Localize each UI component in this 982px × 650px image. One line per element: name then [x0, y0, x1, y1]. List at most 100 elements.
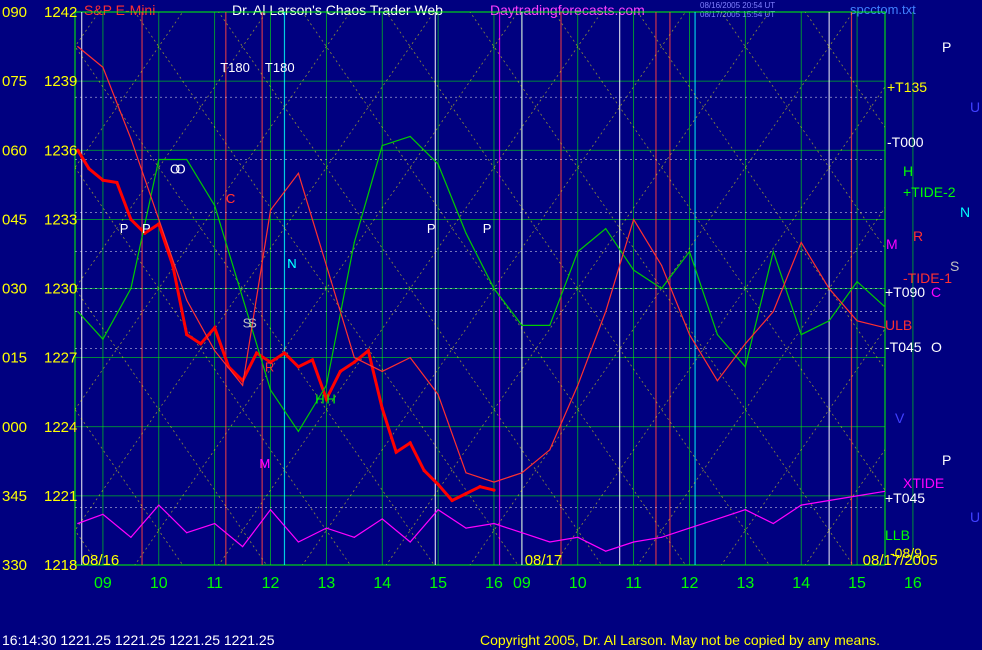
price-angle-label: 345 [2, 488, 27, 505]
series-point [521, 472, 523, 474]
series-point [353, 536, 355, 538]
file-name: spcctom.txt [850, 2, 916, 17]
chart-marker-label: P [483, 221, 492, 236]
price-tick-label: 1239 [44, 73, 77, 90]
series-point [186, 532, 188, 534]
series-point [605, 310, 607, 313]
series-point [129, 217, 133, 221]
series-point [297, 430, 300, 432]
chart-marker-label: M [259, 456, 270, 471]
series-point [214, 522, 216, 525]
series-layer [76, 45, 885, 552]
series-point [366, 349, 370, 353]
series-point [269, 209, 272, 211]
price-angle-label: 060 [2, 142, 27, 159]
gann-diagonal-line [75, 287, 268, 565]
hour-tick-label: 09 [513, 575, 531, 592]
chart-marker-label: P [427, 221, 436, 236]
series-point [828, 499, 830, 502]
series-point [325, 384, 327, 386]
series-point [605, 227, 607, 230]
series-point [158, 158, 160, 161]
price-angle-label: 090 [2, 4, 27, 21]
gann-diagonal-line [75, 166, 351, 565]
series-point [465, 232, 467, 234]
series-point [87, 167, 91, 171]
hour-tick-label: 12 [262, 575, 280, 592]
right-label: U [970, 99, 980, 115]
series-point [464, 491, 468, 496]
series-point [394, 450, 398, 454]
status-line: 16:14:30 1221.25 1221.25 1221.25 1221.25 [2, 632, 275, 648]
series-point [353, 241, 355, 244]
series-point [268, 360, 273, 364]
series-point [800, 333, 802, 336]
gann-diagonal-line [218, 12, 603, 565]
hour-tick-label: 16 [904, 575, 922, 592]
gann-diagonal-line [553, 12, 885, 491]
series-point [381, 145, 383, 147]
series-point [241, 297, 244, 299]
right-label: ULB [885, 317, 912, 333]
series-point [186, 299, 188, 301]
series-point [633, 541, 635, 543]
chart-marker-label: M [259, 456, 270, 471]
series-point [744, 343, 746, 345]
series-point [450, 498, 454, 503]
series-point [549, 541, 551, 543]
series-point [408, 441, 412, 445]
hour-tick-label: 14 [373, 575, 391, 592]
series-point [660, 264, 663, 267]
series-point [800, 241, 802, 244]
right-label: -T000 [887, 134, 924, 150]
series-point [297, 541, 300, 543]
price-tick-label: 1224 [44, 419, 77, 436]
series-point [465, 527, 467, 529]
series-point [310, 358, 315, 362]
series-point [493, 522, 495, 525]
site-link[interactable]: Daytradingforecasts.com [490, 2, 645, 18]
day-label: 08/17/2005 [863, 552, 938, 569]
series-point [660, 287, 663, 290]
series-point [186, 158, 188, 161]
gann-diagonal-line [720, 328, 885, 565]
series-point [521, 532, 523, 534]
series-point [214, 204, 216, 207]
series-point [772, 251, 774, 253]
series-point [158, 218, 160, 220]
hour-tick-label: 11 [625, 575, 642, 592]
series-point [241, 545, 244, 548]
series-point [325, 264, 327, 267]
price-axis-labels: 090 1242 075 1239 060 1236 045 1233 030 1230 015 12… [2, 4, 77, 574]
series-point [436, 482, 440, 486]
series-point [549, 324, 551, 326]
right-label: C [931, 284, 941, 300]
series-point [296, 365, 301, 369]
gann-diagonal-line [553, 86, 885, 565]
series-point [856, 280, 858, 283]
series-point [102, 513, 104, 515]
right-label: V [895, 410, 905, 426]
gann-diagonal-line [301, 12, 686, 565]
right-label: XTIDE [903, 475, 944, 491]
series-point [76, 148, 80, 152]
gann-diagonal-line [75, 408, 184, 565]
chart-marker-label: R [265, 359, 274, 374]
chart-marker-label: T180 [220, 60, 250, 75]
gann-diagonal-line [75, 529, 100, 565]
series-point [521, 324, 523, 326]
gann-diagonal-line [301, 12, 686, 565]
series-line-tide [77, 135, 885, 433]
series-point [254, 351, 259, 355]
price-tick-label: 1218 [44, 557, 77, 574]
gann-diagonal-line [134, 12, 519, 565]
series-point [716, 518, 719, 520]
right-label: +T135 [887, 79, 927, 95]
chart-marker-label: C [226, 191, 235, 206]
right-label: +T045 [885, 490, 925, 506]
right-label: R [913, 228, 923, 244]
series-point [478, 485, 482, 489]
chart-marker-label: O [176, 161, 186, 176]
day-label: 08/17 [525, 552, 563, 569]
